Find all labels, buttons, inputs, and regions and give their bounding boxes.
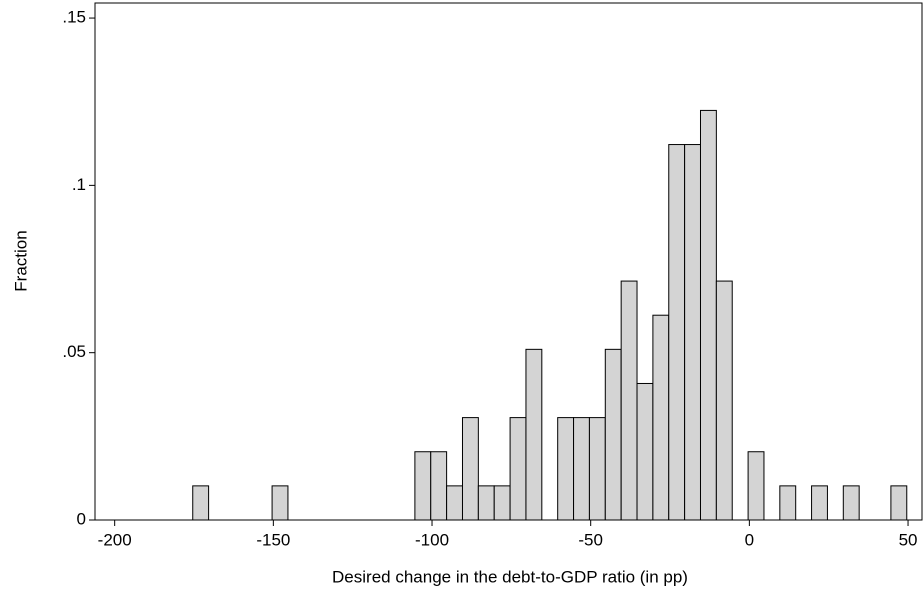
bar — [842, 485, 860, 521]
bar — [588, 417, 606, 521]
x-tick-label: 0 — [745, 530, 754, 549]
x-tick-label: -50 — [578, 530, 603, 549]
bar — [779, 485, 797, 521]
bar — [430, 451, 448, 521]
bar — [509, 417, 527, 521]
y-tick-label: 0 — [77, 509, 86, 528]
bar — [636, 382, 654, 521]
bar — [493, 485, 511, 521]
y-tick-label: .05 — [62, 342, 86, 361]
bar — [573, 417, 590, 521]
bar — [699, 109, 717, 521]
bar — [461, 417, 479, 521]
bar — [715, 280, 733, 521]
x-tick-label: -200 — [98, 530, 132, 549]
bar — [192, 485, 210, 521]
bar — [414, 451, 432, 521]
bar — [477, 485, 495, 521]
bar — [652, 314, 670, 521]
y-tick-label: .1 — [72, 175, 86, 194]
y-tick-label: .15 — [62, 8, 86, 27]
bar — [890, 485, 908, 521]
plot-frame — [94, 2, 923, 521]
y-axis-title: Fraction — [11, 230, 30, 291]
bar — [271, 485, 289, 521]
bar — [811, 485, 828, 521]
bar — [446, 485, 463, 521]
bar — [525, 348, 543, 521]
bar — [557, 417, 575, 521]
x-axis-title: Desired change in the debt-to-GDP ratio … — [332, 567, 688, 586]
bar — [604, 348, 622, 521]
bar — [668, 144, 686, 521]
bar — [747, 451, 765, 521]
x-tick-label: -100 — [415, 530, 449, 549]
x-tick-label: -150 — [256, 530, 290, 549]
bar — [620, 280, 638, 521]
bar — [684, 144, 701, 521]
x-tick-label: 50 — [899, 530, 918, 549]
